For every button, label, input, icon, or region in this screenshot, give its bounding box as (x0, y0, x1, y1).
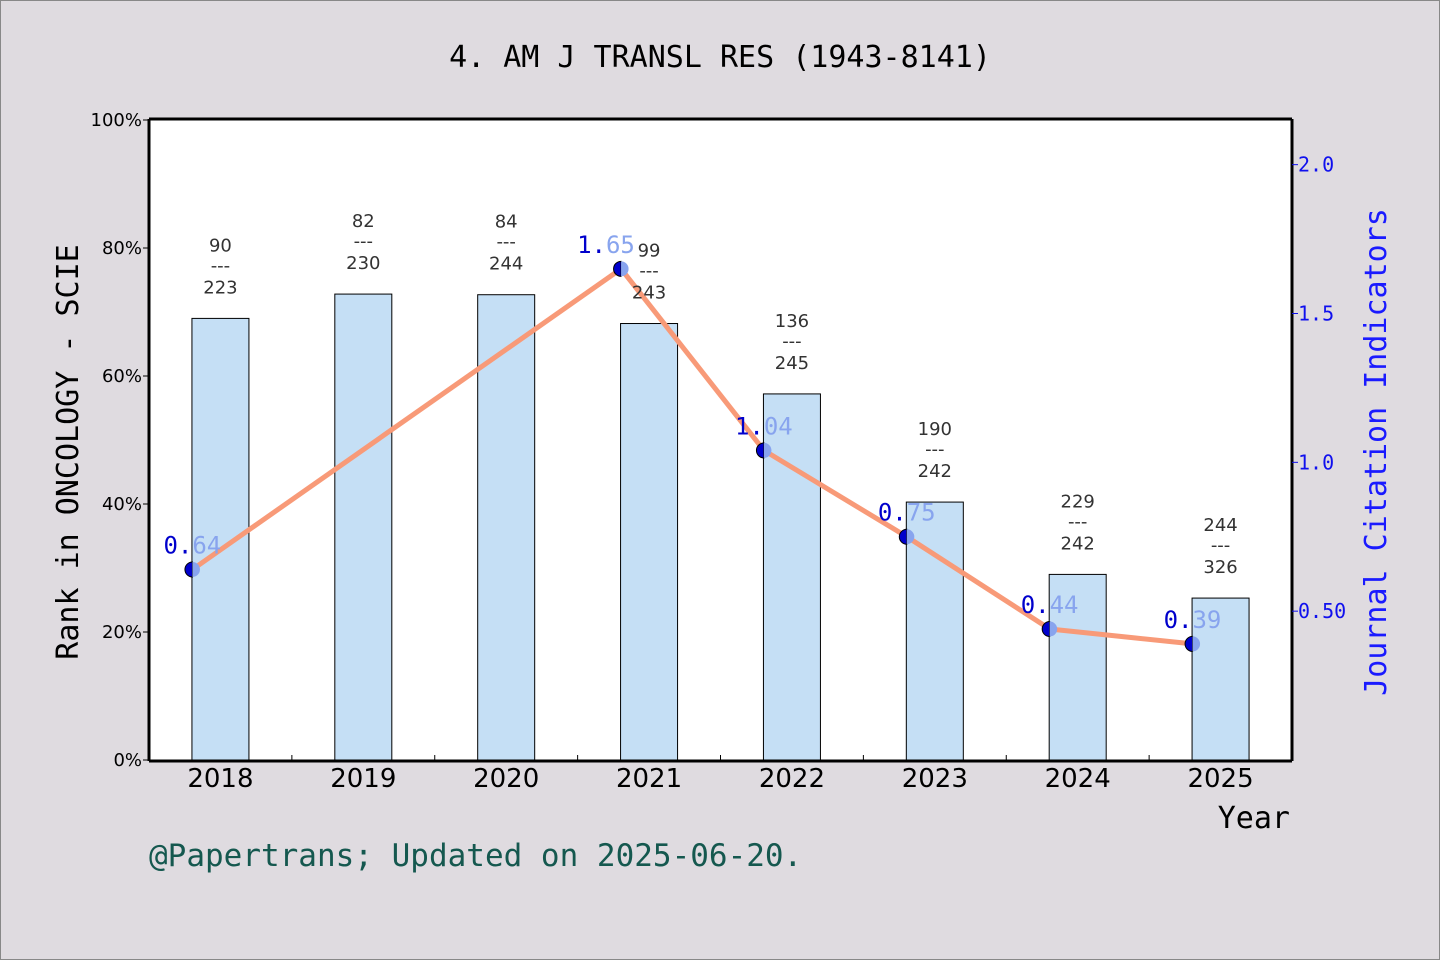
footer-note: @Papertrans; Updated on 2025-06-20. (149, 838, 802, 874)
x-axis-label: Year (1218, 801, 1290, 836)
rank-label: 99 (638, 241, 661, 262)
jci-label-int: 0. (1164, 606, 1193, 634)
total-label: 230 (346, 253, 380, 274)
jci-value-label: 0.44 (1021, 591, 1079, 619)
jci-label-dec: 39 (1192, 606, 1221, 634)
bar-2019 (334, 293, 393, 761)
y-tick-label: 100% (91, 110, 142, 131)
rank-separator: --- (639, 261, 659, 282)
rank-separator: --- (782, 331, 802, 352)
rank-separator: --- (1068, 511, 1088, 532)
jci-value-label: 1.04 (735, 412, 793, 440)
rank-separator: --- (496, 232, 516, 253)
y-tick-label: 60% (102, 366, 142, 387)
rank-label: 82 (352, 211, 375, 232)
rank-label: 84 (495, 212, 518, 233)
jci-point-right-half (1049, 621, 1058, 637)
jci-point-2018 (184, 561, 200, 578)
y2-axis-label: Journal Citation Indicators (1359, 208, 1394, 696)
y2-tick-label: 2.0 (1298, 153, 1334, 177)
rank-separator: --- (211, 255, 231, 276)
jci-point-left-half (613, 260, 622, 277)
jci-value-label: 1.65 (577, 231, 635, 259)
bar-2025 (1191, 597, 1250, 761)
jci-line-segment (191, 266, 623, 572)
jci-point-right-half (192, 561, 200, 577)
jci-point-2024 (1041, 621, 1058, 638)
total-label: 244 (489, 254, 523, 275)
x-tick-label: 2020 (473, 764, 539, 794)
jci-point-right-half (1192, 636, 1201, 652)
x-tick-label: 2018 (187, 764, 253, 794)
x-tick-label: 2023 (902, 764, 968, 794)
rank-label: 244 (1203, 515, 1237, 536)
jci-point-left-half (184, 561, 193, 578)
total-label: 326 (1203, 557, 1237, 578)
jci-line-segment (762, 448, 909, 539)
jci-label-int: 0. (1021, 591, 1050, 619)
rank-label: 229 (1061, 491, 1095, 512)
x-tick-label: 2024 (1045, 764, 1111, 794)
jci-line-segment (619, 267, 766, 452)
jci-label-int: 0. (163, 531, 192, 559)
bar-2021 (620, 323, 679, 761)
x-tick-label: 2021 (616, 764, 682, 794)
jci-point-2021 (613, 260, 629, 277)
y-tick-label: 80% (102, 238, 142, 259)
y-axis-label: Rank in ONCOLOGY - SCIE (51, 244, 86, 659)
jci-label-int: 0. (878, 499, 907, 527)
rank-label: 190 (918, 419, 952, 440)
x-tick-label: 2025 (1187, 764, 1253, 794)
jci-point-2025 (1184, 635, 1201, 652)
rank-separator: --- (1211, 535, 1231, 556)
rank-separator: --- (354, 231, 374, 252)
y-tick-label: 40% (102, 494, 142, 515)
jci-label-dec: 65 (606, 231, 635, 259)
jci-point-left-half (756, 442, 765, 459)
y2-tick-label: 1.5 (1298, 301, 1334, 325)
jci-point-left-half (1184, 635, 1194, 652)
y-tick-label: 0% (113, 750, 142, 771)
jci-point-2022 (756, 442, 772, 459)
y2-tick-label: 1.0 (1298, 450, 1334, 474)
jci-label-int: 1. (577, 231, 606, 259)
jci-label-dec: 75 (907, 499, 936, 527)
jci-point-left-half (898, 528, 908, 545)
rank-label: 136 (775, 311, 809, 332)
jci-label-dec: 04 (764, 412, 793, 440)
total-label: 245 (775, 353, 809, 374)
total-label: 242 (1061, 533, 1095, 554)
jci-value-label: 0.75 (878, 499, 936, 527)
jci-point-right-half (906, 529, 915, 545)
x-tick-label: 2019 (330, 764, 396, 794)
bar-2024 (1048, 573, 1107, 761)
plot-area (149, 120, 1292, 761)
jci-line-segment (1049, 626, 1193, 647)
chart-title: 4. AM J TRANSL RES (1943-8141) (449, 40, 991, 75)
bar-2022 (762, 393, 821, 761)
jci-point-left-half (1041, 621, 1051, 638)
jci-label-int: 1. (735, 412, 764, 440)
jci-label-dec: 64 (192, 531, 221, 559)
y-tick-label: 20% (102, 622, 142, 643)
total-label: 243 (632, 283, 666, 304)
jci-point-right-half (763, 442, 772, 458)
total-label: 223 (203, 277, 237, 298)
rank-separator: --- (925, 439, 945, 460)
jci-line-segment (905, 534, 1052, 632)
jci-point-2023 (898, 528, 915, 545)
jci-value-label: 0.39 (1164, 606, 1222, 634)
y2-tick-label: 0.50 (1298, 599, 1346, 623)
bar-2020 (477, 294, 536, 761)
jci-label-dec: 44 (1050, 591, 1079, 619)
x-tick-label: 2022 (759, 764, 825, 794)
total-label: 242 (918, 461, 952, 482)
jci-value-label: 0.64 (163, 531, 221, 559)
jci-point-right-half (621, 261, 629, 277)
rank-label: 90 (209, 235, 232, 256)
